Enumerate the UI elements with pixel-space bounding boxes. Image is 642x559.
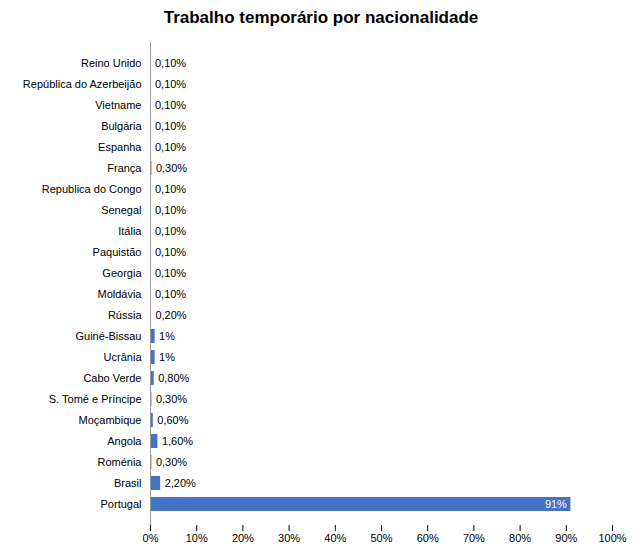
svg-text:0,10%: 0,10% — [155, 267, 186, 279]
svg-text:República do Azerbeijão: República do Azerbeijão — [23, 78, 142, 90]
html-text:Trabalho temporário por nacion: Trabalho temporário por nacionalidade — [163, 8, 479, 27]
svg-text:0,10%: 0,10% — [155, 57, 186, 69]
svg-text:Georgia: Georgia — [102, 267, 142, 279]
svg-text:Republica do Congo: Republica do Congo — [42, 183, 142, 195]
svg-text:0,10%: 0,10% — [155, 78, 186, 90]
svg-text:2,20%: 2,20% — [165, 477, 196, 489]
svg-text:0,30%: 0,30% — [156, 456, 187, 468]
svg-text:Roménia: Roménia — [97, 456, 142, 468]
svg-text:Itália: Itália — [118, 225, 142, 237]
svg-text:0,10%: 0,10% — [155, 246, 186, 258]
svg-text:60%: 60% — [417, 532, 439, 544]
svg-text:Espanha: Espanha — [98, 141, 142, 153]
svg-text:França: França — [107, 162, 142, 174]
svg-text:0,80%: 0,80% — [158, 372, 189, 384]
svg-text:40%: 40% — [324, 532, 346, 544]
svg-text:80%: 80% — [509, 532, 531, 544]
svg-text:0,10%: 0,10% — [155, 99, 186, 111]
svg-text:Reino Unido: Reino Unido — [81, 57, 142, 69]
svg-text:S. Tomé e Príncipe: S. Tomé e Príncipe — [49, 393, 142, 405]
svg-text:Portugal: Portugal — [101, 498, 142, 510]
svg-text:0,30%: 0,30% — [156, 393, 187, 405]
svg-text:Brasil: Brasil — [114, 477, 142, 489]
svg-text:30%: 30% — [278, 532, 300, 544]
svg-text:Paquistão: Paquistão — [93, 246, 142, 258]
svg-text:Rússia: Rússia — [108, 309, 143, 321]
svg-text:Cabo Verde: Cabo Verde — [83, 372, 141, 384]
svg-text:70%: 70% — [463, 532, 485, 544]
svg-text:Angola: Angola — [107, 435, 142, 447]
svg-text:1%: 1% — [159, 351, 175, 363]
svg-text:Senegal: Senegal — [101, 204, 141, 216]
svg-text:Moldávia: Moldávia — [97, 288, 142, 300]
svg-text:1%: 1% — [159, 330, 175, 342]
svg-text:0,20%: 0,20% — [155, 309, 186, 321]
svg-text:20%: 20% — [232, 532, 254, 544]
svg-text:Vietname: Vietname — [95, 99, 141, 111]
svg-text:0,10%: 0,10% — [155, 225, 186, 237]
svg-text:0,10%: 0,10% — [155, 141, 186, 153]
svg-text:1,60%: 1,60% — [162, 435, 193, 447]
svg-text:Moçambique: Moçambique — [79, 414, 142, 426]
svg-text:90%: 90% — [555, 532, 577, 544]
svg-text:Ucrânia: Ucrânia — [104, 351, 143, 363]
svg-text:0,60%: 0,60% — [157, 414, 188, 426]
svg-text:0,30%: 0,30% — [156, 162, 187, 174]
svg-text:100%: 100% — [598, 532, 626, 544]
svg-text:Bulgária: Bulgária — [101, 120, 142, 132]
svg-text:0,10%: 0,10% — [155, 183, 186, 195]
svg-text:10%: 10% — [186, 532, 208, 544]
svg-text:0,10%: 0,10% — [155, 120, 186, 132]
svg-text:0%: 0% — [143, 532, 159, 544]
svg-text:Guiné-Bissau: Guiné-Bissau — [75, 330, 141, 342]
svg-text:50%: 50% — [370, 532, 392, 544]
svg-text:0,10%: 0,10% — [155, 204, 186, 216]
svg-text:91%: 91% — [545, 498, 567, 510]
svg-text:0,10%: 0,10% — [155, 288, 186, 300]
